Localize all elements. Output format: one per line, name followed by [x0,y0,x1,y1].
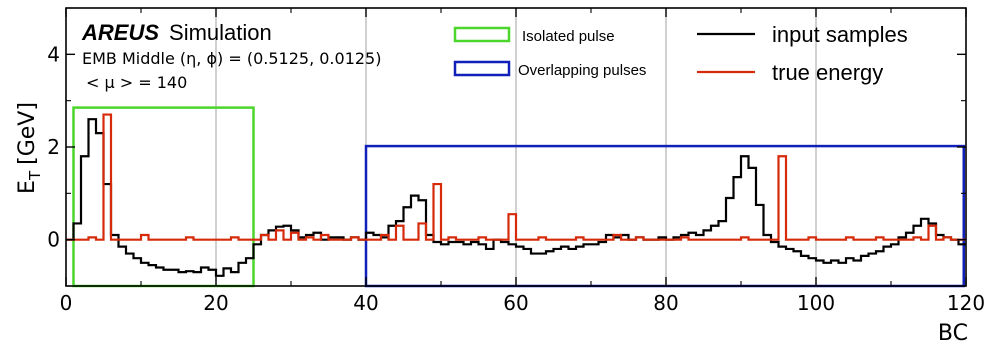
region-box-1 [364,144,965,288]
annotation-line-1: AREUS Simulation [81,20,272,45]
x-tick-label-40: 40 [353,291,378,315]
y-axis-label-unit: [GeV] [15,102,40,165]
x-tick-label-100: 100 [797,291,835,315]
y-axis-label-main: E [15,180,40,194]
region-annotation: EMB Middle (η, ϕ) = (0.5125, 0.0125) [82,49,381,68]
x-tick-label-60: 60 [503,291,528,315]
legend-swatch-isolated [453,26,511,43]
y-axis-label: ET [GeV] [15,102,44,194]
x-tick-label-20: 20 [203,291,228,315]
legend-label-input: input samples [772,22,908,47]
legend-swatch-overlapping [453,60,511,77]
y-tick-label-4: 4 [47,42,60,66]
legend-label-overlapping: Overlapping pulses [518,62,646,79]
tick-labels: 0 20 40 60 80 100 120 0 2 4 [47,42,985,315]
legend-label-isolated: Isolated pulse [522,28,615,45]
y-axis-label-sub: T [26,170,44,181]
series-line-0 [66,118,966,277]
pileup-annotation: < μ > = 140 [86,73,187,92]
region-box-0 [72,106,255,288]
x-tick-label-120: 120 [947,291,985,315]
series-line-1 [66,113,966,241]
y-tick-label-2: 2 [47,135,60,159]
region-boxes [72,106,965,288]
series-lines [66,113,966,277]
brand-label: AREUS [81,20,159,45]
legend: Isolated pulse Overlapping pulses input … [453,22,908,85]
legend-label-true: true energy [772,60,883,85]
y-tick-label-0: 0 [47,228,60,252]
x-tick-label-0: 0 [60,291,73,315]
svg-text:ET[GeV]: ET [GeV] [15,102,44,194]
x-tick-label-80: 80 [653,291,678,315]
simulation-label: Simulation [169,20,272,45]
axis-ticks [65,7,967,287]
x-axis-label: BC [938,321,968,346]
